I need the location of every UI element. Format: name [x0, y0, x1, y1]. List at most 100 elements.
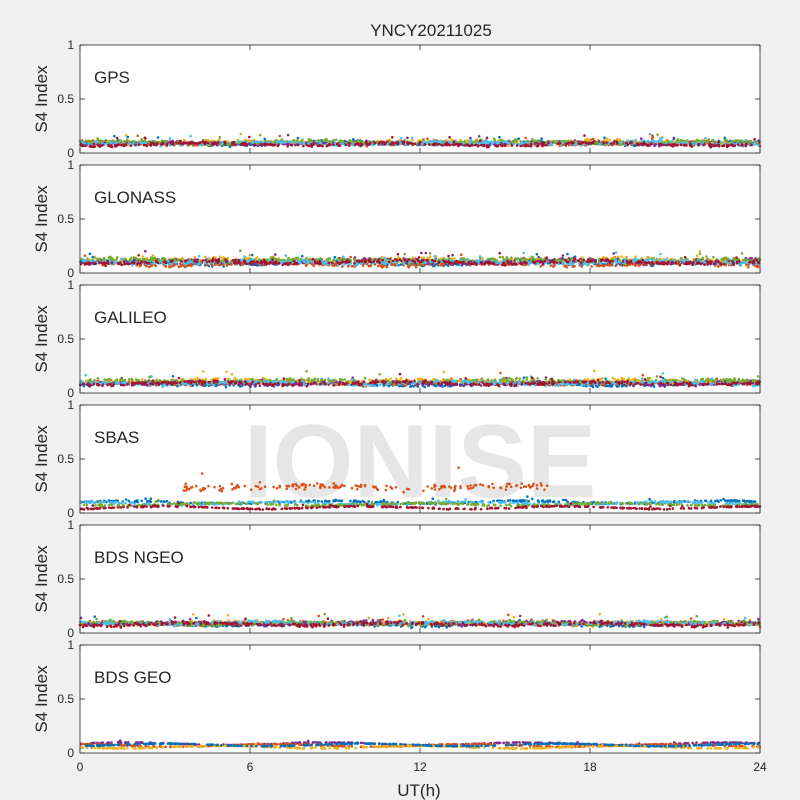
data-point: [646, 139, 650, 143]
data-point: [373, 141, 377, 145]
data-point: [141, 141, 144, 145]
data-point: [232, 140, 236, 144]
data-point: [730, 143, 734, 146]
data-point: [287, 140, 291, 144]
data-point: [156, 142, 159, 145]
y-tick-label: 1: [67, 38, 74, 52]
data-point: [273, 143, 276, 147]
data-point: [555, 139, 559, 143]
data-point: [616, 137, 619, 141]
data-point: [426, 137, 429, 140]
data-point: [654, 140, 658, 144]
data-point: [277, 143, 280, 146]
data-point: [437, 142, 441, 146]
data-point: [693, 140, 696, 144]
data-point: [110, 256, 114, 260]
data-point: [96, 137, 99, 140]
data-point: [716, 262, 720, 266]
data-point: [580, 140, 584, 144]
data-point: [698, 252, 702, 255]
data-point: [218, 135, 222, 139]
data-point: [178, 262, 182, 266]
data-point: [82, 144, 85, 147]
data-point: [120, 257, 123, 261]
data-point: [711, 138, 714, 142]
data-point: [451, 253, 454, 257]
data-point: [728, 262, 731, 266]
data-point: [722, 257, 726, 260]
data-point: [115, 256, 119, 259]
data-point: [491, 141, 494, 144]
data-point: [310, 145, 314, 148]
data-point: [466, 139, 469, 142]
data-point: [457, 144, 460, 148]
data-point: [643, 263, 646, 267]
data-point: [510, 144, 514, 147]
data-point: [650, 140, 654, 143]
data-point: [166, 259, 170, 263]
data-point: [406, 141, 409, 144]
data-point: [203, 264, 207, 267]
data-point: [541, 143, 545, 146]
data-point: [619, 141, 623, 144]
data-point: [445, 143, 449, 147]
data-point: [411, 139, 414, 142]
data-point: [126, 138, 129, 142]
data-point: [527, 263, 531, 266]
data-point: [216, 141, 220, 144]
data-point: [101, 141, 104, 145]
data-point: [519, 144, 523, 148]
data-point: [422, 256, 426, 260]
data-point: [190, 260, 194, 264]
data-point: [519, 257, 523, 261]
data-point: [715, 144, 719, 147]
data-point: [278, 134, 282, 138]
data-point: [418, 142, 421, 146]
data-point: [750, 143, 753, 147]
data-point: [526, 144, 530, 148]
data-point: [384, 262, 388, 265]
data-point: [545, 143, 548, 147]
data-point: [712, 144, 715, 148]
data-point: [406, 136, 409, 140]
data-point: [135, 258, 139, 261]
data-point: [495, 260, 499, 264]
data-point: [190, 264, 193, 268]
data-point: [329, 140, 332, 143]
data-point: [659, 252, 662, 256]
data-point: [574, 142, 578, 146]
data-point: [498, 135, 501, 139]
data-point: [634, 255, 637, 258]
data-point: [558, 259, 562, 262]
data-point: [129, 144, 133, 148]
data-point: [188, 142, 191, 145]
data-point: [572, 141, 575, 145]
data-point: [395, 141, 398, 144]
data-point: [724, 140, 727, 143]
data-point: [228, 262, 231, 266]
data-point: [338, 258, 341, 262]
data-point: [618, 260, 621, 264]
data-point: [212, 141, 216, 145]
data-point: [255, 264, 259, 267]
data-point: [273, 141, 276, 145]
data-point: [198, 141, 201, 145]
data-point: [126, 135, 129, 139]
data-point: [359, 262, 363, 266]
data-point: [286, 133, 290, 137]
data-point: [296, 136, 300, 140]
data-point: [558, 141, 561, 145]
data-point: [702, 143, 705, 147]
data-point: [547, 141, 550, 145]
data-point: [690, 145, 694, 148]
data-point: [239, 249, 242, 252]
data-point: [267, 259, 271, 262]
data-point: [433, 138, 436, 142]
data-point: [144, 249, 147, 253]
data-point: [503, 142, 507, 146]
data-point: [349, 255, 353, 259]
data-point: [469, 139, 473, 143]
data-point: [742, 260, 746, 264]
data-point: [410, 136, 414, 140]
